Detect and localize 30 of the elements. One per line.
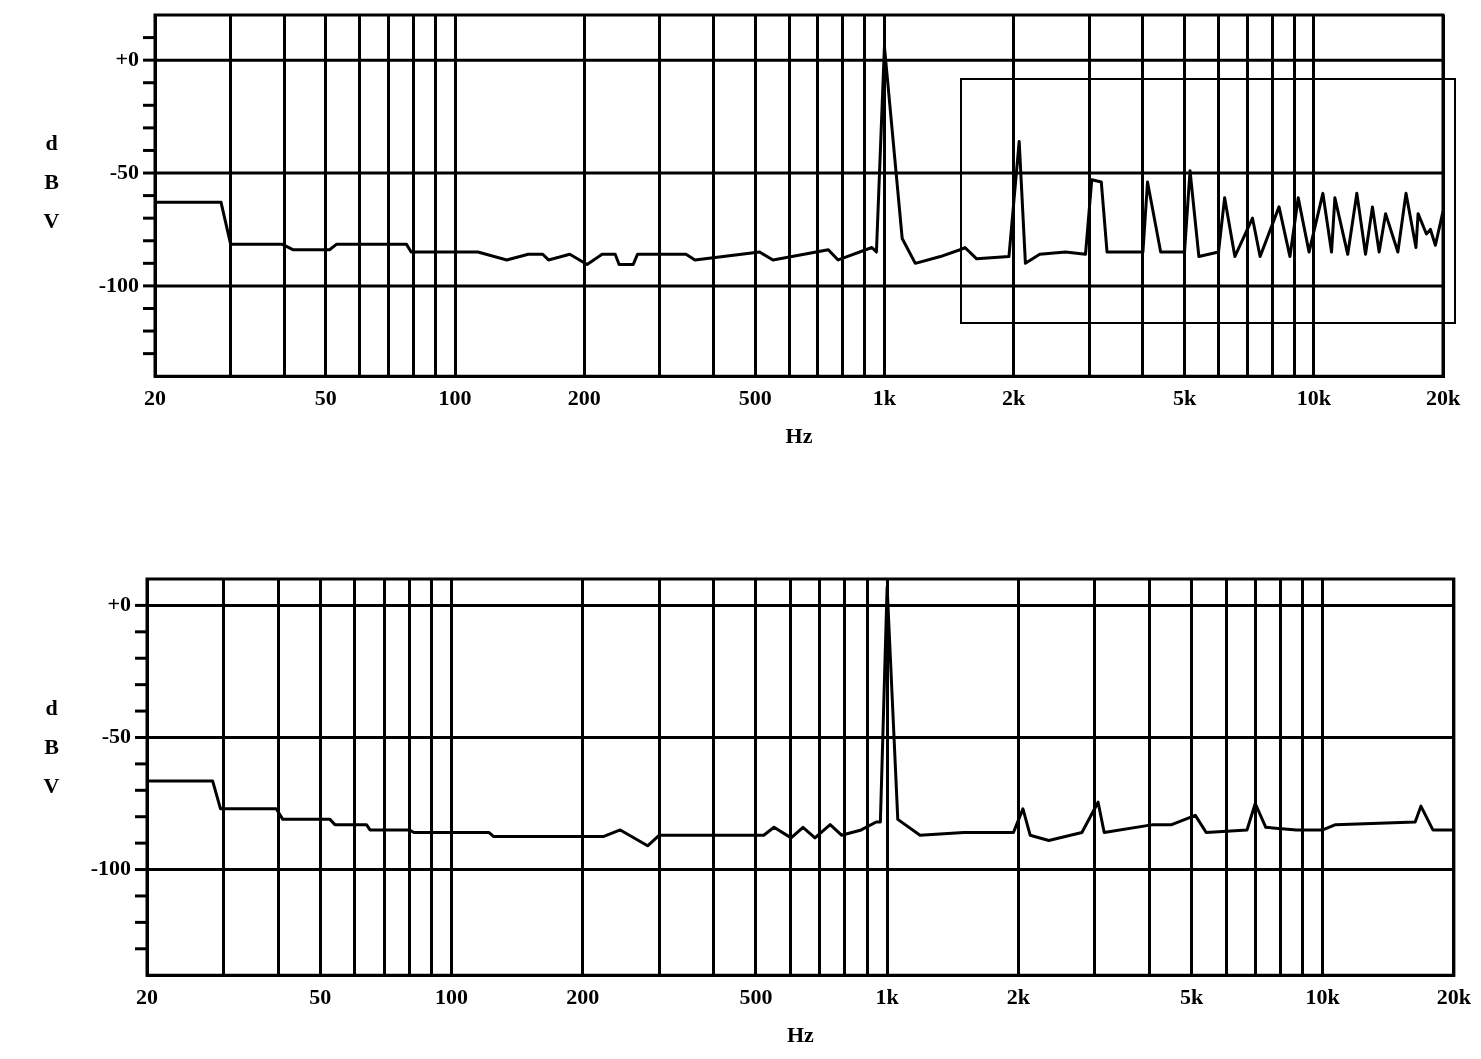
x-tick-label: 200 (566, 984, 600, 1010)
x-tick-label: 500 (739, 984, 773, 1010)
x-tick-label: 1k (875, 984, 900, 1010)
x-tick-label: 1k (872, 385, 897, 411)
x-axis-title: Hz (787, 1022, 815, 1048)
x-tick-label: 5k (1172, 385, 1197, 411)
x-tick-label: 20 (144, 385, 166, 411)
y-tick-label: +0 (115, 45, 139, 71)
x-tick-label: 200 (567, 385, 601, 411)
x-tick-label: 10k (1296, 385, 1332, 411)
x-tick-label: 2k (1002, 385, 1027, 411)
y-tick-label: -100 (98, 271, 139, 297)
y-axis-title: dBV (38, 130, 64, 247)
x-tick-label: 100 (438, 385, 472, 411)
y-tick-label: -50 (101, 723, 131, 749)
x-tick-label: 20 (136, 984, 158, 1010)
x-tick-label: 50 (309, 984, 332, 1010)
x-tick-label: 10k (1305, 984, 1341, 1010)
y-tick-label: -100 (90, 855, 131, 881)
x-axis-title: Hz (785, 423, 813, 449)
x-tick-label: 20k (1436, 984, 1472, 1010)
x-tick-label: 20k (1425, 385, 1461, 411)
x-tick-label: 2k (1006, 984, 1031, 1010)
y-axis-title: dBV (38, 695, 64, 812)
x-tick-label: 5k (1179, 984, 1204, 1010)
y-tick-label: +0 (107, 591, 131, 617)
x-tick-label: 500 (738, 385, 772, 411)
x-tick-label: 100 (434, 984, 468, 1010)
y-tick-label: -50 (109, 158, 139, 184)
x-tick-label: 50 (314, 385, 337, 411)
